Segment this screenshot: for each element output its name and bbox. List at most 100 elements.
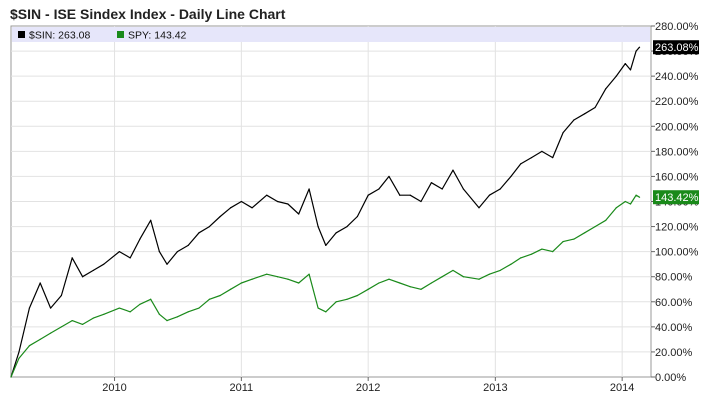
data-point xyxy=(335,232,337,234)
data-point xyxy=(251,207,253,209)
data-point xyxy=(118,307,121,309)
data-point xyxy=(635,50,637,52)
data-point xyxy=(615,75,617,77)
x-tick-label: 2011 xyxy=(230,382,254,394)
last-value-box xyxy=(653,190,699,205)
data-point xyxy=(594,225,596,228)
data-point xyxy=(158,251,160,253)
data-point xyxy=(367,288,369,290)
data-point xyxy=(638,46,641,48)
data-point xyxy=(409,286,411,288)
data-point xyxy=(378,188,380,190)
data-point xyxy=(276,276,279,278)
legend-label: SPY: 143.42 xyxy=(128,30,187,42)
data-point xyxy=(150,219,152,221)
data-point xyxy=(208,225,210,228)
data-point xyxy=(510,175,512,178)
data-point xyxy=(356,294,359,297)
data-point xyxy=(552,251,554,253)
data-point xyxy=(287,278,289,280)
data-point xyxy=(399,194,401,196)
data-point xyxy=(430,182,433,184)
data-point xyxy=(118,251,121,253)
data-point xyxy=(399,282,401,284)
data-point xyxy=(71,257,73,259)
data-point xyxy=(308,273,310,275)
data-point xyxy=(499,269,501,272)
data-point xyxy=(388,278,390,280)
data-point xyxy=(335,301,337,303)
data-point xyxy=(92,269,94,272)
data-point xyxy=(176,251,179,253)
data-point xyxy=(219,294,221,297)
data-point xyxy=(488,194,491,196)
data-point xyxy=(266,273,268,275)
data-point xyxy=(635,194,637,196)
y-tick-label: 80.00% xyxy=(655,272,693,284)
last-value-labels: 263.08% 143.42% xyxy=(653,40,699,205)
data-point xyxy=(541,248,543,250)
legend-swatch xyxy=(18,31,25,38)
data-point xyxy=(624,63,626,65)
data-point xyxy=(139,238,141,240)
data-point xyxy=(219,215,221,218)
data-point xyxy=(346,225,348,228)
data-point xyxy=(81,323,84,325)
data-point xyxy=(562,131,564,134)
data-point xyxy=(276,200,279,203)
x-tick-label: 2010 xyxy=(102,382,126,394)
y-tick-label: 0.00% xyxy=(655,372,686,384)
data-point xyxy=(520,257,522,259)
data-point xyxy=(629,203,632,205)
data-point xyxy=(510,263,512,265)
data-point xyxy=(18,351,20,353)
data-point xyxy=(584,113,586,115)
data-point xyxy=(139,303,141,305)
series-line-spy xyxy=(10,194,640,378)
data-point xyxy=(229,288,232,290)
series-line-sin xyxy=(10,46,640,378)
data-point xyxy=(478,278,480,280)
x-tick-label: 2014 xyxy=(610,382,634,394)
data-point xyxy=(18,357,20,359)
data-point xyxy=(60,294,62,297)
data-point xyxy=(452,169,454,171)
x-tick-label: 2013 xyxy=(483,382,507,394)
last-value-box xyxy=(653,40,699,55)
y-tick-label: 60.00% xyxy=(655,297,693,309)
data-point xyxy=(562,241,564,243)
data-point xyxy=(317,307,319,309)
data-point xyxy=(594,106,596,109)
data-point xyxy=(541,150,543,152)
data-point xyxy=(325,244,327,246)
data-point xyxy=(60,326,62,328)
data-point xyxy=(166,319,168,322)
data-point xyxy=(187,311,189,313)
data-point xyxy=(388,175,390,178)
data-point xyxy=(317,225,319,228)
data-point xyxy=(208,298,210,300)
data-point xyxy=(251,278,253,280)
data-point xyxy=(605,88,607,90)
y-tick-label: 280.00% xyxy=(655,21,699,33)
data-point xyxy=(420,200,422,203)
data-point xyxy=(50,307,52,309)
data-point xyxy=(638,196,641,198)
data-point xyxy=(198,307,200,309)
data-point xyxy=(624,200,626,203)
data-point xyxy=(441,188,443,190)
series-layer xyxy=(10,46,641,378)
y-tick-label: 100.00% xyxy=(655,247,699,259)
y-tick-label: 200.00% xyxy=(655,121,699,133)
data-point xyxy=(266,194,268,196)
y-tick-label: 160.00% xyxy=(655,171,699,183)
data-point xyxy=(605,219,607,221)
data-point xyxy=(308,188,310,190)
data-point xyxy=(367,194,369,196)
data-point xyxy=(462,276,464,278)
data-point xyxy=(478,207,480,209)
data-point xyxy=(240,200,242,203)
data-point xyxy=(530,253,533,255)
data-point xyxy=(39,338,41,340)
data-point xyxy=(28,307,31,309)
